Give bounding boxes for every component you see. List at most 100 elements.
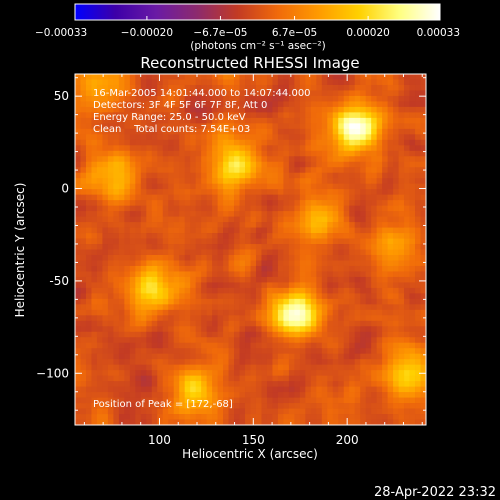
heatmap-cell (321, 320, 328, 327)
heatmap-cell (294, 276, 301, 283)
heatmap-cell (228, 331, 235, 338)
heatmap-cell (201, 150, 208, 157)
heatmap-cell (266, 156, 273, 163)
heatmap-cell (146, 194, 153, 201)
heatmap-cell (212, 353, 218, 360)
heatmap-cell (146, 200, 153, 207)
heatmap-cell (195, 397, 202, 404)
heatmap-cell (75, 386, 81, 393)
heatmap-cell (272, 156, 279, 163)
heatmap-cell (360, 128, 367, 135)
heatmap-cell (332, 189, 339, 196)
heatmap-cell (283, 79, 290, 86)
heatmap-cell (228, 419, 235, 425)
heatmap-cell (212, 265, 218, 272)
heatmap-cell (277, 211, 284, 217)
heatmap-cell (404, 112, 410, 119)
heatmap-cell (299, 123, 306, 130)
heatmap-cell (223, 238, 229, 245)
heatmap-cell (310, 304, 317, 311)
heatmap-cell (118, 298, 125, 305)
heatmap-cell (360, 123, 367, 130)
heatmap-cell (212, 161, 218, 168)
heatmap-cell (376, 265, 383, 272)
heatmap-cell (118, 95, 125, 102)
heatmap-cell (338, 134, 345, 141)
heatmap-cell (223, 145, 229, 152)
heatmap-cell (283, 414, 290, 420)
heatmap-cell (140, 342, 147, 349)
heatmap-cell (316, 244, 323, 250)
heatmap-cell (239, 320, 246, 327)
heatmap-cell (113, 128, 120, 135)
heatmap-cell (96, 260, 103, 267)
heatmap-cell (234, 298, 240, 305)
heatmap-cell (118, 397, 125, 404)
heatmap-cell (250, 320, 257, 327)
heatmap-cell (349, 375, 356, 382)
heatmap-cell (113, 172, 120, 179)
heatmap-cell (217, 150, 224, 157)
heatmap-cell (283, 139, 290, 146)
heatmap-cell (179, 353, 186, 360)
heatmap-cell (338, 123, 345, 130)
heatmap-cell (168, 84, 175, 91)
heatmap-cell (338, 238, 345, 245)
heatmap-cell (113, 276, 120, 283)
heatmap-cell (223, 112, 229, 119)
heatmap-cell (206, 194, 213, 201)
heatmap-cell (118, 348, 125, 355)
heatmap-cell (75, 244, 81, 250)
heatmap-cell (91, 216, 98, 223)
heatmap-cell (404, 200, 410, 207)
heatmap-cell (272, 342, 279, 349)
heatmap-cell (124, 139, 131, 146)
heatmap-cell (168, 386, 175, 393)
heatmap-cell (294, 392, 301, 398)
heatmap-cell (354, 205, 361, 212)
heatmap-cell (91, 375, 98, 382)
heatmap-cell (272, 271, 279, 278)
heatmap-cell (118, 304, 125, 311)
heatmap-cell (118, 381, 125, 388)
heatmap-cell (173, 271, 180, 278)
heatmap-cell (168, 276, 175, 283)
heatmap-cell (398, 200, 405, 207)
heatmap-cell (338, 194, 345, 201)
heatmap-cell (349, 309, 356, 316)
heatmap-cell (179, 200, 186, 207)
heatmap-cell (75, 260, 81, 267)
heatmap-cell (354, 95, 361, 102)
heatmap-cell (266, 342, 273, 349)
heatmap-cell (266, 90, 273, 97)
heatmap-cell (327, 287, 334, 294)
heatmap-cell (415, 370, 421, 377)
heatmap-cell (365, 178, 372, 185)
heatmap-cell (332, 282, 339, 289)
heatmap-cell (151, 249, 158, 256)
heatmap-cell (332, 260, 339, 267)
heatmap-cell (113, 145, 120, 152)
heatmap-cell (206, 254, 213, 261)
heatmap-cell (113, 189, 120, 196)
heatmap-cell (420, 326, 426, 333)
heatmap-cell (234, 348, 240, 355)
heatmap-cell (387, 293, 394, 300)
heatmap-cell (140, 419, 147, 425)
heatmap-cell (277, 293, 284, 300)
heatmap-cell (91, 123, 98, 130)
heatmap-cell (107, 403, 114, 409)
heatmap-cell (113, 342, 120, 349)
heatmap-cell (190, 139, 197, 146)
heatmap-cell (404, 233, 410, 239)
heatmap-cell (234, 172, 240, 179)
heatmap-cell (184, 304, 191, 311)
heatmap-cell (310, 408, 317, 415)
heatmap-cell (118, 370, 125, 377)
heatmap-cell (387, 101, 394, 108)
heatmap-cell (102, 74, 109, 80)
heatmap-cell (118, 123, 125, 130)
heatmap-cell (349, 134, 356, 141)
heatmap-cell (80, 320, 87, 327)
heatmap-cell (162, 123, 169, 130)
